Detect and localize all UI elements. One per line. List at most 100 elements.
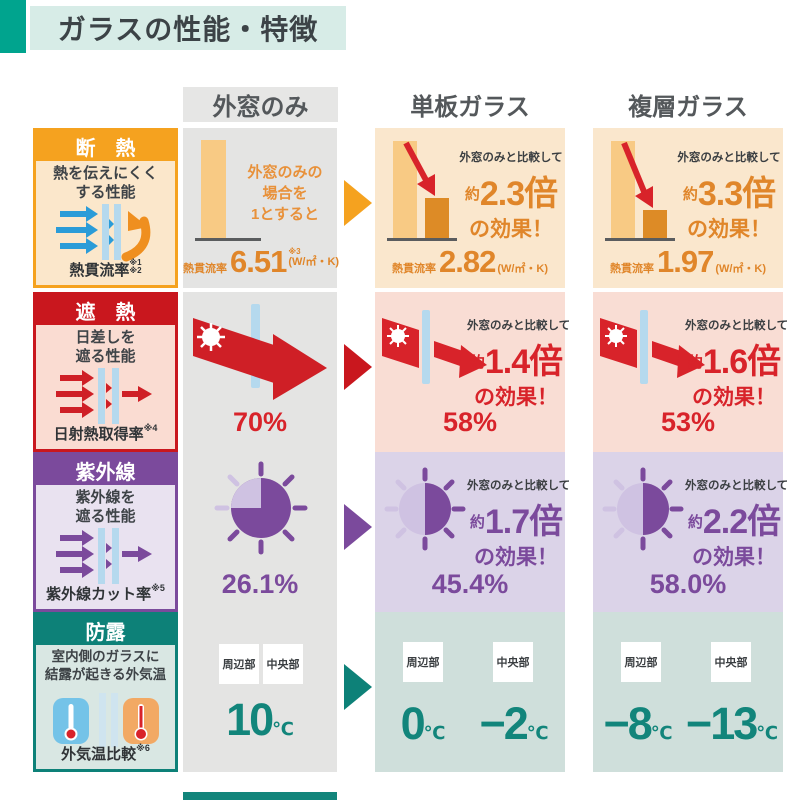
factor-line: 約1.6倍	[687, 343, 781, 381]
uv-block-icon	[36, 527, 175, 587]
comparison-block: 外窓のみと比較して 約1.6倍 の効果！	[685, 317, 789, 411]
heat-flow-icon	[36, 203, 175, 263]
next-section-edge	[183, 792, 337, 800]
condensation-description: 室内側のガラスに 結露が起きる外気温	[44, 649, 167, 682]
comparison-block: 外窓のみと比較して 約3.3倍 の効果！	[677, 149, 781, 243]
comparison-block: 外窓のみと比較して 約1.7倍 の効果！	[467, 477, 571, 571]
uv-baseline-panel: 26.1%	[183, 452, 337, 612]
factor-line: 約1.7倍	[469, 503, 563, 541]
effect-label: の効果！	[474, 386, 558, 409]
flow-arrow-icon	[344, 664, 372, 710]
factor-line: 約2.2倍	[687, 503, 781, 541]
page-title: ガラスの性能・特徴	[30, 6, 346, 50]
uv-baseline-value: 26.1%	[221, 569, 299, 599]
shading-description: 日差しを 遮る性能	[75, 329, 136, 365]
condensation-double-panel: 周辺部 中央部 −8℃ −13℃	[593, 612, 783, 772]
condensation-category-panel: 防露 室内側のガラスに 結露が起きる外気温 外気温比較※6	[33, 612, 178, 772]
edge-area-tag: 周辺部	[219, 644, 259, 684]
uv-single-value: 45.4%	[431, 569, 509, 599]
effect-label: の効果！	[692, 546, 776, 569]
effect-label: の効果！	[692, 386, 776, 409]
insulation-desc-line1: 熱を伝えにくく	[53, 165, 158, 182]
shading-row-title: 遮 熱	[36, 295, 175, 325]
sun-block-icon	[36, 367, 175, 427]
uv-double-panel: 外窓のみと比較して 約2.2倍 の効果！ 58.0%	[593, 452, 789, 612]
factor-line: 約2.3倍	[464, 175, 558, 213]
decrease-arrow-icon	[621, 141, 653, 208]
baseline-bar	[201, 140, 226, 238]
edge-area-tag: 周辺部	[403, 642, 443, 682]
insulation-row-title: 断 熱	[36, 131, 175, 161]
page-title-text: ガラスの性能・特徴	[57, 14, 319, 45]
bar-baseline	[605, 238, 675, 241]
center-area-tag: 中央部	[711, 642, 751, 682]
shading-metric-label: 日射熱取得率	[53, 426, 144, 443]
shading-metric-name: 日射熱取得率※4	[36, 423, 175, 444]
compare-note: 外窓のみと比較して	[685, 320, 789, 332]
insulation-metric-name: 熱貫流率※1 ※2	[36, 259, 175, 280]
comparison-block: 外窓のみと比較して 約1.4倍 の効果！	[467, 317, 571, 411]
edge-temperature: −8℃	[603, 698, 673, 749]
thermometer-compare-icon	[36, 691, 175, 751]
column-header-single-glass: 単板ガラス	[410, 94, 530, 121]
uv-description: 紫外線を 遮る性能	[75, 489, 136, 525]
insulation-category-panel: 断 熱 熱を伝えにくく する性能 熱貫流率※1 ※2	[33, 128, 178, 288]
uv-sun-pie-icon	[602, 467, 684, 551]
effect-label: の効果！	[687, 218, 771, 241]
sun-arrow-icon	[382, 310, 487, 384]
insulation-double-metric: 熱貫流率1.97 (W/㎡・K)	[609, 244, 767, 279]
factor-line: 約1.4倍	[469, 343, 563, 381]
flow-arrow-icon	[344, 180, 372, 226]
flow-arrow-icon	[344, 344, 372, 390]
column-header-double-glass: 複層ガラス	[628, 94, 748, 121]
uv-footnote: ※5	[151, 583, 165, 593]
comparison-block: 外窓のみと比較して 約2.3倍 の効果！	[459, 149, 563, 243]
uv-double-value: 58.0%	[649, 569, 727, 599]
flow-arrow-icon	[344, 504, 372, 550]
uv-single-panel: 外窓のみと比較して 約1.7倍 の効果！ 45.4%	[375, 452, 571, 612]
compare-note: 外窓のみと比較して	[685, 480, 789, 492]
factor-line: 約3.3倍	[682, 175, 776, 213]
title-accent-square	[0, 0, 26, 53]
effect-label: の効果！	[474, 546, 558, 569]
condensation-row-title: 防露	[36, 615, 175, 645]
baseline-case-note: 外窓のみの 場合を 1とすると	[247, 164, 323, 223]
insulation-footnotes: ※1 ※2	[129, 258, 142, 275]
column-header-baseline: 外窓のみ	[183, 87, 338, 122]
shading-double-panel: 外窓のみと比較して 約1.6倍 の効果！ 53%	[593, 292, 789, 452]
insulation-description: 熱を伝えにくく する性能	[36, 164, 175, 202]
insulation-baseline-metric: 熱貫流率6.51 ※3 (W/㎡・K)	[183, 244, 340, 279]
insulation-single-metric: 熱貫流率2.82 (W/㎡・K)	[391, 244, 549, 279]
improved-bar	[643, 210, 667, 238]
uv-row-title: 紫外線	[36, 455, 175, 485]
insulation-metric-label: 熱貫流率	[69, 262, 130, 279]
center-area-tag: 中央部	[493, 642, 533, 682]
center-temperature: −2℃	[479, 698, 549, 749]
uv-sun-pie-icon	[384, 467, 466, 551]
compare-note: 外窓のみと比較して	[459, 152, 563, 164]
insulation-single-panel: 外窓のみと比較して 約2.3倍 の効果！ 熱貫流率2.82 (W/㎡・K)	[375, 128, 565, 288]
insulation-baseline-panel: 外窓のみの 場合を 1とすると 熱貫流率6.51 ※3 (W/㎡・K)	[183, 128, 340, 288]
edge-area-tag: 周辺部	[621, 642, 661, 682]
condensation-metric-name: 外気温比較※6	[36, 743, 175, 764]
effect-label: の効果！	[469, 218, 553, 241]
uv-category-panel: 紫外線 紫外線を 遮る性能 紫外線カット率※5	[33, 452, 178, 612]
shading-baseline-panel: 70%	[183, 292, 337, 452]
sun-arrow-icon	[600, 310, 705, 384]
compare-note: 外窓のみと比較して	[677, 152, 781, 164]
shading-single-panel: 外窓のみと比較して 約1.4倍 の効果！ 58%	[375, 292, 571, 452]
uv-metric-name: 紫外線カット率※5	[36, 583, 175, 604]
center-area-tag: 中央部	[263, 644, 303, 684]
improved-bar	[425, 198, 449, 238]
compare-note: 外窓のみと比較して	[467, 480, 571, 492]
shading-single-value: 58%	[442, 407, 498, 437]
center-temperature: −13℃	[685, 698, 779, 749]
bar-baseline	[195, 238, 261, 241]
shading-baseline-value: 70%	[232, 407, 288, 437]
decrease-arrow-icon	[403, 141, 435, 196]
compare-note: 外窓のみと比較して	[467, 320, 571, 332]
condensation-single-panel: 周辺部 中央部 0℃ −2℃	[375, 612, 565, 772]
shading-double-value: 53%	[660, 407, 716, 437]
condensation-baseline-panel: 周辺部 中央部 10℃	[183, 612, 337, 772]
